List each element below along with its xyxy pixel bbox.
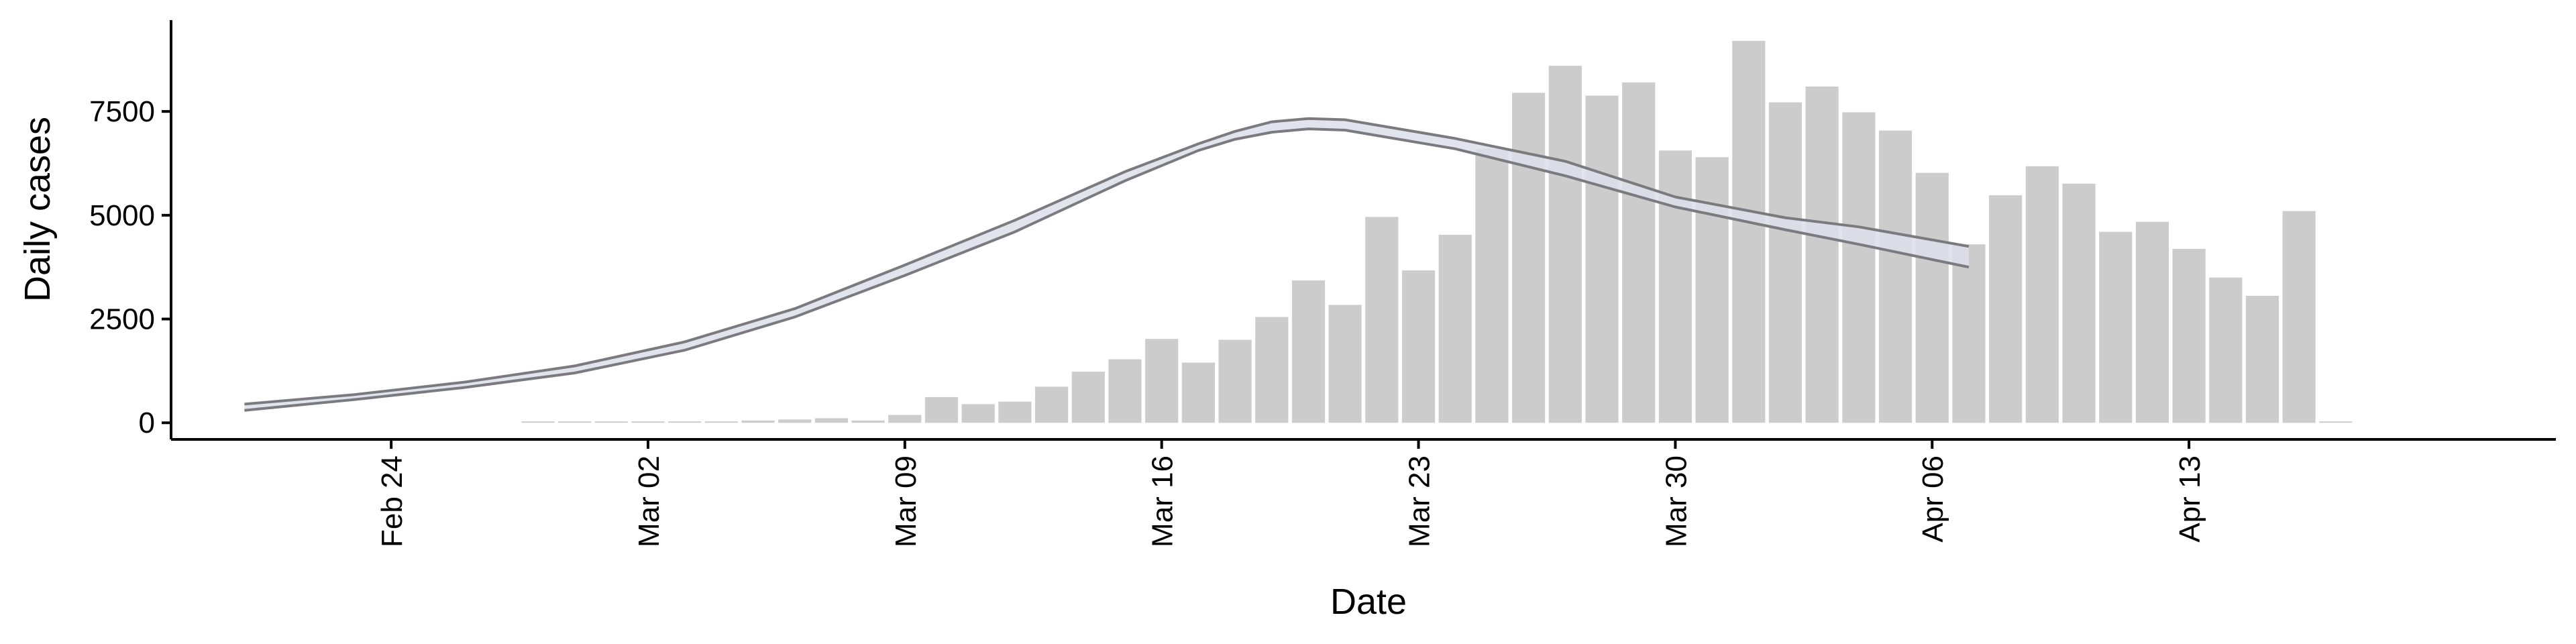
bar <box>1622 82 1656 423</box>
bar <box>2135 221 2169 423</box>
band-upper-line <box>244 117 1970 406</box>
bar <box>2025 166 2059 423</box>
bar <box>2172 249 2206 423</box>
confidence-band-layer <box>244 117 1970 412</box>
bar <box>2062 183 2096 423</box>
bars-layer <box>521 40 2353 423</box>
bar <box>1548 66 1582 423</box>
bar <box>998 401 1032 423</box>
bar <box>961 404 995 423</box>
bar <box>1438 234 1472 423</box>
x-tick-label: Mar 09 <box>890 455 922 547</box>
axes-layer: 0 2500 5000 7500 Feb 24 Mar 02 Mar 09 Mar 16 Mar… <box>89 20 2556 547</box>
x-tick-label: Mar 16 <box>1146 455 1179 547</box>
bar <box>778 419 812 423</box>
band-lower-line <box>244 127 1970 412</box>
bar <box>1035 386 1069 423</box>
bar <box>851 420 885 423</box>
bar <box>924 396 959 423</box>
bar <box>1989 195 2023 423</box>
bar <box>1255 317 1289 423</box>
y-tick-label: 7500 <box>89 95 155 128</box>
bar <box>594 421 628 423</box>
bar <box>1328 305 1362 423</box>
x-tick-label: Feb 24 <box>376 455 409 547</box>
bar <box>631 421 665 423</box>
x-tick-label: Mar 23 <box>1403 455 1436 547</box>
bar <box>814 418 849 423</box>
bar <box>1878 130 1913 423</box>
bar <box>1805 87 1839 423</box>
y-tick-label: 0 <box>139 407 155 439</box>
bar <box>1952 244 1986 423</box>
bar <box>1475 148 1509 423</box>
bar <box>1768 102 1802 423</box>
y-tick-label: 5000 <box>89 199 155 232</box>
bar <box>2099 231 2133 423</box>
y-axis-title: Daily cases <box>17 117 58 302</box>
bar <box>1218 339 1252 423</box>
bar <box>2282 211 2316 423</box>
x-axis-title: Date <box>1330 582 1407 622</box>
bar <box>1732 40 1766 423</box>
bar <box>558 421 592 423</box>
bar <box>1658 150 1692 423</box>
bar <box>2319 421 2353 423</box>
x-tick-label: Apr 13 <box>2174 455 2206 543</box>
bar <box>1291 280 1326 423</box>
bar <box>741 420 775 423</box>
bar <box>1145 339 1179 423</box>
x-tick-label: Apr 06 <box>1917 455 1949 543</box>
bar <box>888 415 922 423</box>
bar <box>1915 172 1949 423</box>
bar <box>704 421 738 423</box>
x-tick-label: Mar 02 <box>633 455 665 547</box>
bar <box>521 421 555 423</box>
bar <box>1108 359 1142 423</box>
bar <box>1842 112 1876 423</box>
bar <box>1585 95 1619 423</box>
x-tick-label: Mar 30 <box>1660 455 1693 547</box>
bar <box>2245 295 2279 423</box>
bar <box>1695 157 1729 423</box>
bar <box>1512 93 1546 423</box>
bar <box>1365 217 1399 423</box>
bar <box>668 421 702 423</box>
bar <box>2209 277 2243 423</box>
y-tick-label: 2500 <box>89 303 155 336</box>
bar <box>1181 362 1215 423</box>
bar <box>1071 372 1105 423</box>
bar <box>1401 270 1436 423</box>
